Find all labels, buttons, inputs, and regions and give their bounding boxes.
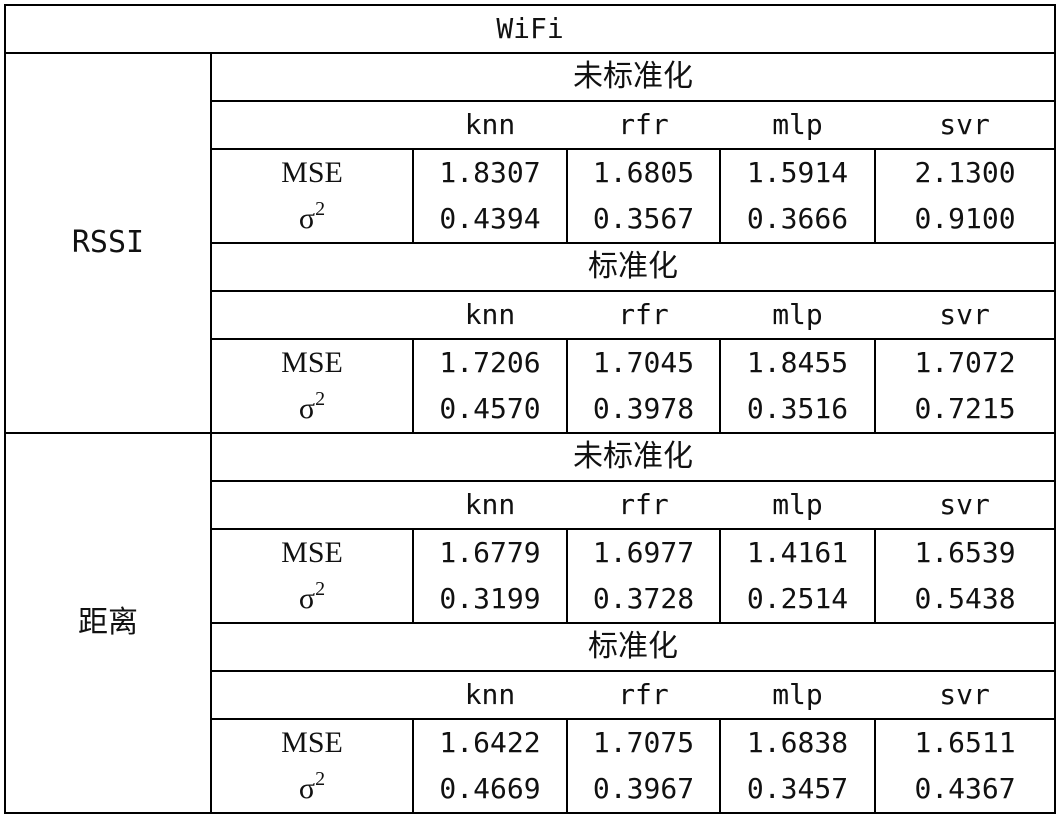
mse-label: MSE <box>210 148 414 196</box>
variance-value: 0.4394 <box>412 196 568 244</box>
variance-value: 0.7215 <box>873 386 1057 434</box>
variance-value: 0.4570 <box>412 386 568 434</box>
variance-value: 0.3516 <box>719 386 876 434</box>
mse-value: 2.1300 <box>873 148 1057 196</box>
mse-value: 1.6779 <box>412 528 568 576</box>
column-header: mlp <box>720 100 875 150</box>
variance-value: 0.3567 <box>566 196 721 244</box>
mse-value: 1.4161 <box>719 528 876 576</box>
variance-value: 0.3666 <box>719 196 876 244</box>
variance-exponent: 2 <box>315 198 326 220</box>
variance-value: 0.5438 <box>873 576 1057 624</box>
mse-value: 1.7072 <box>873 338 1057 386</box>
column-header-row: knn rfr mlp svr <box>5 670 1057 720</box>
mse-row: MSE 1.8307 1.6805 1.5914 2.1300 <box>5 148 1057 196</box>
variance-value: 0.4669 <box>412 766 568 814</box>
group-label: RSSI <box>4 52 212 434</box>
column-header: svr <box>875 290 1057 340</box>
mse-value: 1.7206 <box>412 338 568 386</box>
column-header: mlp <box>720 480 875 530</box>
header-blank <box>210 670 413 720</box>
mse-value: 1.5914 <box>719 148 876 196</box>
column-header: rfr <box>567 290 720 340</box>
variance-row: σ2 0.3199 0.3728 0.2514 0.5438 <box>5 576 1057 624</box>
column-header: knn <box>413 670 567 720</box>
variance-row: σ2 0.4394 0.3567 0.3666 0.9100 <box>5 196 1057 244</box>
mse-row: MSE 1.6422 1.7075 1.6838 1.6511 <box>5 718 1057 766</box>
header-blank <box>210 100 413 150</box>
mse-value: 1.6805 <box>566 148 721 196</box>
variance-exponent: 2 <box>315 578 326 600</box>
block-label-row: 标准化 <box>5 242 1057 292</box>
mse-value: 1.6539 <box>873 528 1057 576</box>
variance-label: σ2 <box>210 196 414 244</box>
variance-value: 0.3978 <box>566 386 721 434</box>
block-label-row: RSSI 未标准化 <box>4 52 1057 434</box>
column-header: rfr <box>567 670 720 720</box>
column-header: knn <box>413 480 567 530</box>
variance-label: σ2 <box>210 386 414 434</box>
variance-exponent: 2 <box>315 388 326 410</box>
mse-label: MSE <box>210 528 414 576</box>
mse-row: MSE 1.6779 1.6977 1.4161 1.6539 <box>5 528 1057 576</box>
mse-value: 1.8455 <box>719 338 876 386</box>
variance-label: σ2 <box>210 766 414 814</box>
mse-label: MSE <box>210 338 414 386</box>
column-header-row: knn rfr mlp svr <box>5 100 1057 150</box>
column-header: rfr <box>567 480 720 530</box>
column-header: svr <box>875 100 1057 150</box>
column-header: svr <box>875 480 1057 530</box>
variance-exponent: 2 <box>315 768 326 790</box>
mse-row: MSE 1.7206 1.7045 1.8455 1.7072 <box>5 338 1057 386</box>
variance-label: σ2 <box>210 576 414 624</box>
title-row: WiFi <box>3 4 1057 54</box>
variance-value: 0.4367 <box>873 766 1057 814</box>
variance-value: 0.3457 <box>719 766 876 814</box>
block-label: 未标准化 <box>209 432 1057 482</box>
mse-value: 1.8307 <box>412 148 568 196</box>
block-label-row: 标准化 <box>5 622 1057 672</box>
block-label: 标准化 <box>209 242 1057 292</box>
variance-value: 0.3967 <box>566 766 721 814</box>
variance-value: 0.3199 <box>412 576 568 624</box>
mse-value: 1.6511 <box>873 718 1057 766</box>
column-header: knn <box>413 290 567 340</box>
block-label: 未标准化 <box>209 52 1057 102</box>
table-title: WiFi <box>3 4 1057 54</box>
variance-value: 0.3728 <box>566 576 721 624</box>
group-label: 距离 <box>4 432 212 814</box>
column-header: knn <box>413 100 567 150</box>
column-header: svr <box>875 670 1057 720</box>
variance-row: σ2 0.4669 0.3967 0.3457 0.4367 <box>5 766 1057 814</box>
mse-value: 1.7045 <box>566 338 721 386</box>
block-label-row: 距离 未标准化 <box>4 432 1057 814</box>
variance-value: 0.9100 <box>873 196 1057 244</box>
variance-value: 0.2514 <box>719 576 876 624</box>
block-label: 标准化 <box>209 622 1057 672</box>
mse-value: 1.6977 <box>566 528 721 576</box>
mse-value: 1.6422 <box>412 718 568 766</box>
column-header: mlp <box>720 290 875 340</box>
column-header: mlp <box>720 670 875 720</box>
column-header: rfr <box>567 100 720 150</box>
column-header-row: knn rfr mlp svr <box>5 480 1057 530</box>
mse-value: 1.7075 <box>566 718 721 766</box>
column-header-row: knn rfr mlp svr <box>5 290 1057 340</box>
results-table: WiFi RSSI 未标准化 knn rfr mlp svr MSE 1.8307 1.6805… <box>3 4 1057 814</box>
mse-label: MSE <box>210 718 414 766</box>
header-blank <box>210 290 413 340</box>
header-blank <box>210 480 413 530</box>
mse-value: 1.6838 <box>719 718 876 766</box>
variance-row: σ2 0.4570 0.3978 0.3516 0.7215 <box>5 386 1057 434</box>
